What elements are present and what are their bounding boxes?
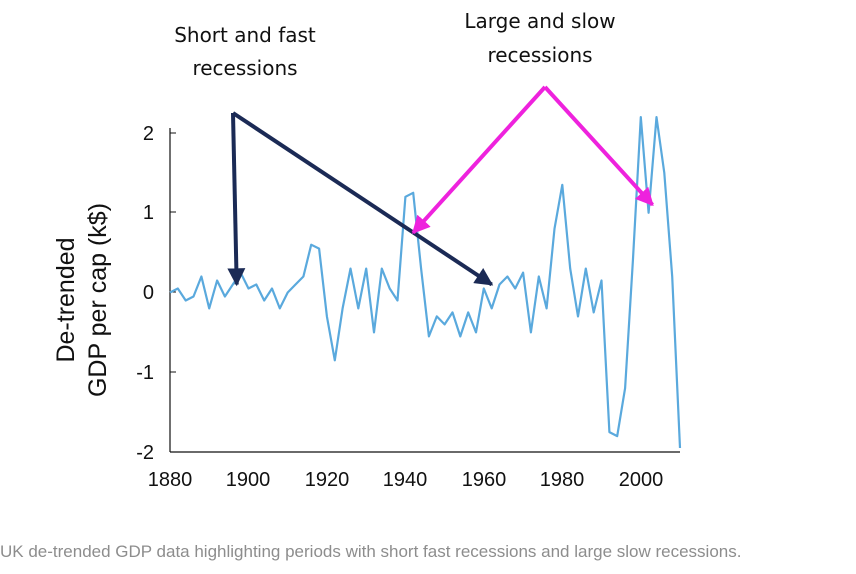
annotation-arrow-short-fast (227, 112, 246, 287)
annotation-arrow-short-fast (231, 111, 494, 287)
gdp-chart: De-trended GDP per cap (k$) 2 1 0 -1 -2 … (52, 9, 682, 491)
annotation-large-slow-line-1: Large and slow (464, 9, 615, 33)
y-tick-label: -1 (136, 362, 154, 384)
y-tick-label: 0 (143, 282, 154, 304)
x-ticks: 1880 1900 1920 1940 1960 1980 2000 (148, 469, 664, 491)
x-tick-label: 1880 (148, 469, 193, 491)
y-axis-label-line-1: De-trended (52, 237, 80, 362)
y-tick-label: -2 (136, 442, 154, 464)
x-tick-label: 1920 (305, 469, 350, 491)
y-ticks: 2 1 0 -1 -2 (136, 123, 176, 464)
y-tick-label: 1 (143, 202, 154, 224)
x-tick-label: 1980 (540, 469, 585, 491)
x-tick-label: 1960 (462, 469, 507, 491)
annotation-short-fast-line-2: recessions (192, 56, 297, 80)
y-tick-label: 2 (143, 123, 154, 145)
annotation-arrow-large-slow (543, 85, 654, 207)
annotation-short-fast-line-1: Short and fast (174, 23, 316, 47)
gdp-series-line (169, 115, 682, 449)
y-axis-label-line-2: GDP per cap (k$) (84, 203, 112, 397)
x-tick-label: 2000 (619, 469, 664, 491)
x-tick-label: 1940 (383, 469, 428, 491)
annotation-large-slow-line-2: recessions (487, 43, 592, 67)
x-tick-label: 1900 (226, 469, 271, 491)
figure-caption: UK de-trended GDP data highlighting peri… (0, 542, 742, 561)
annotation-arrow-large-slow (411, 85, 547, 235)
